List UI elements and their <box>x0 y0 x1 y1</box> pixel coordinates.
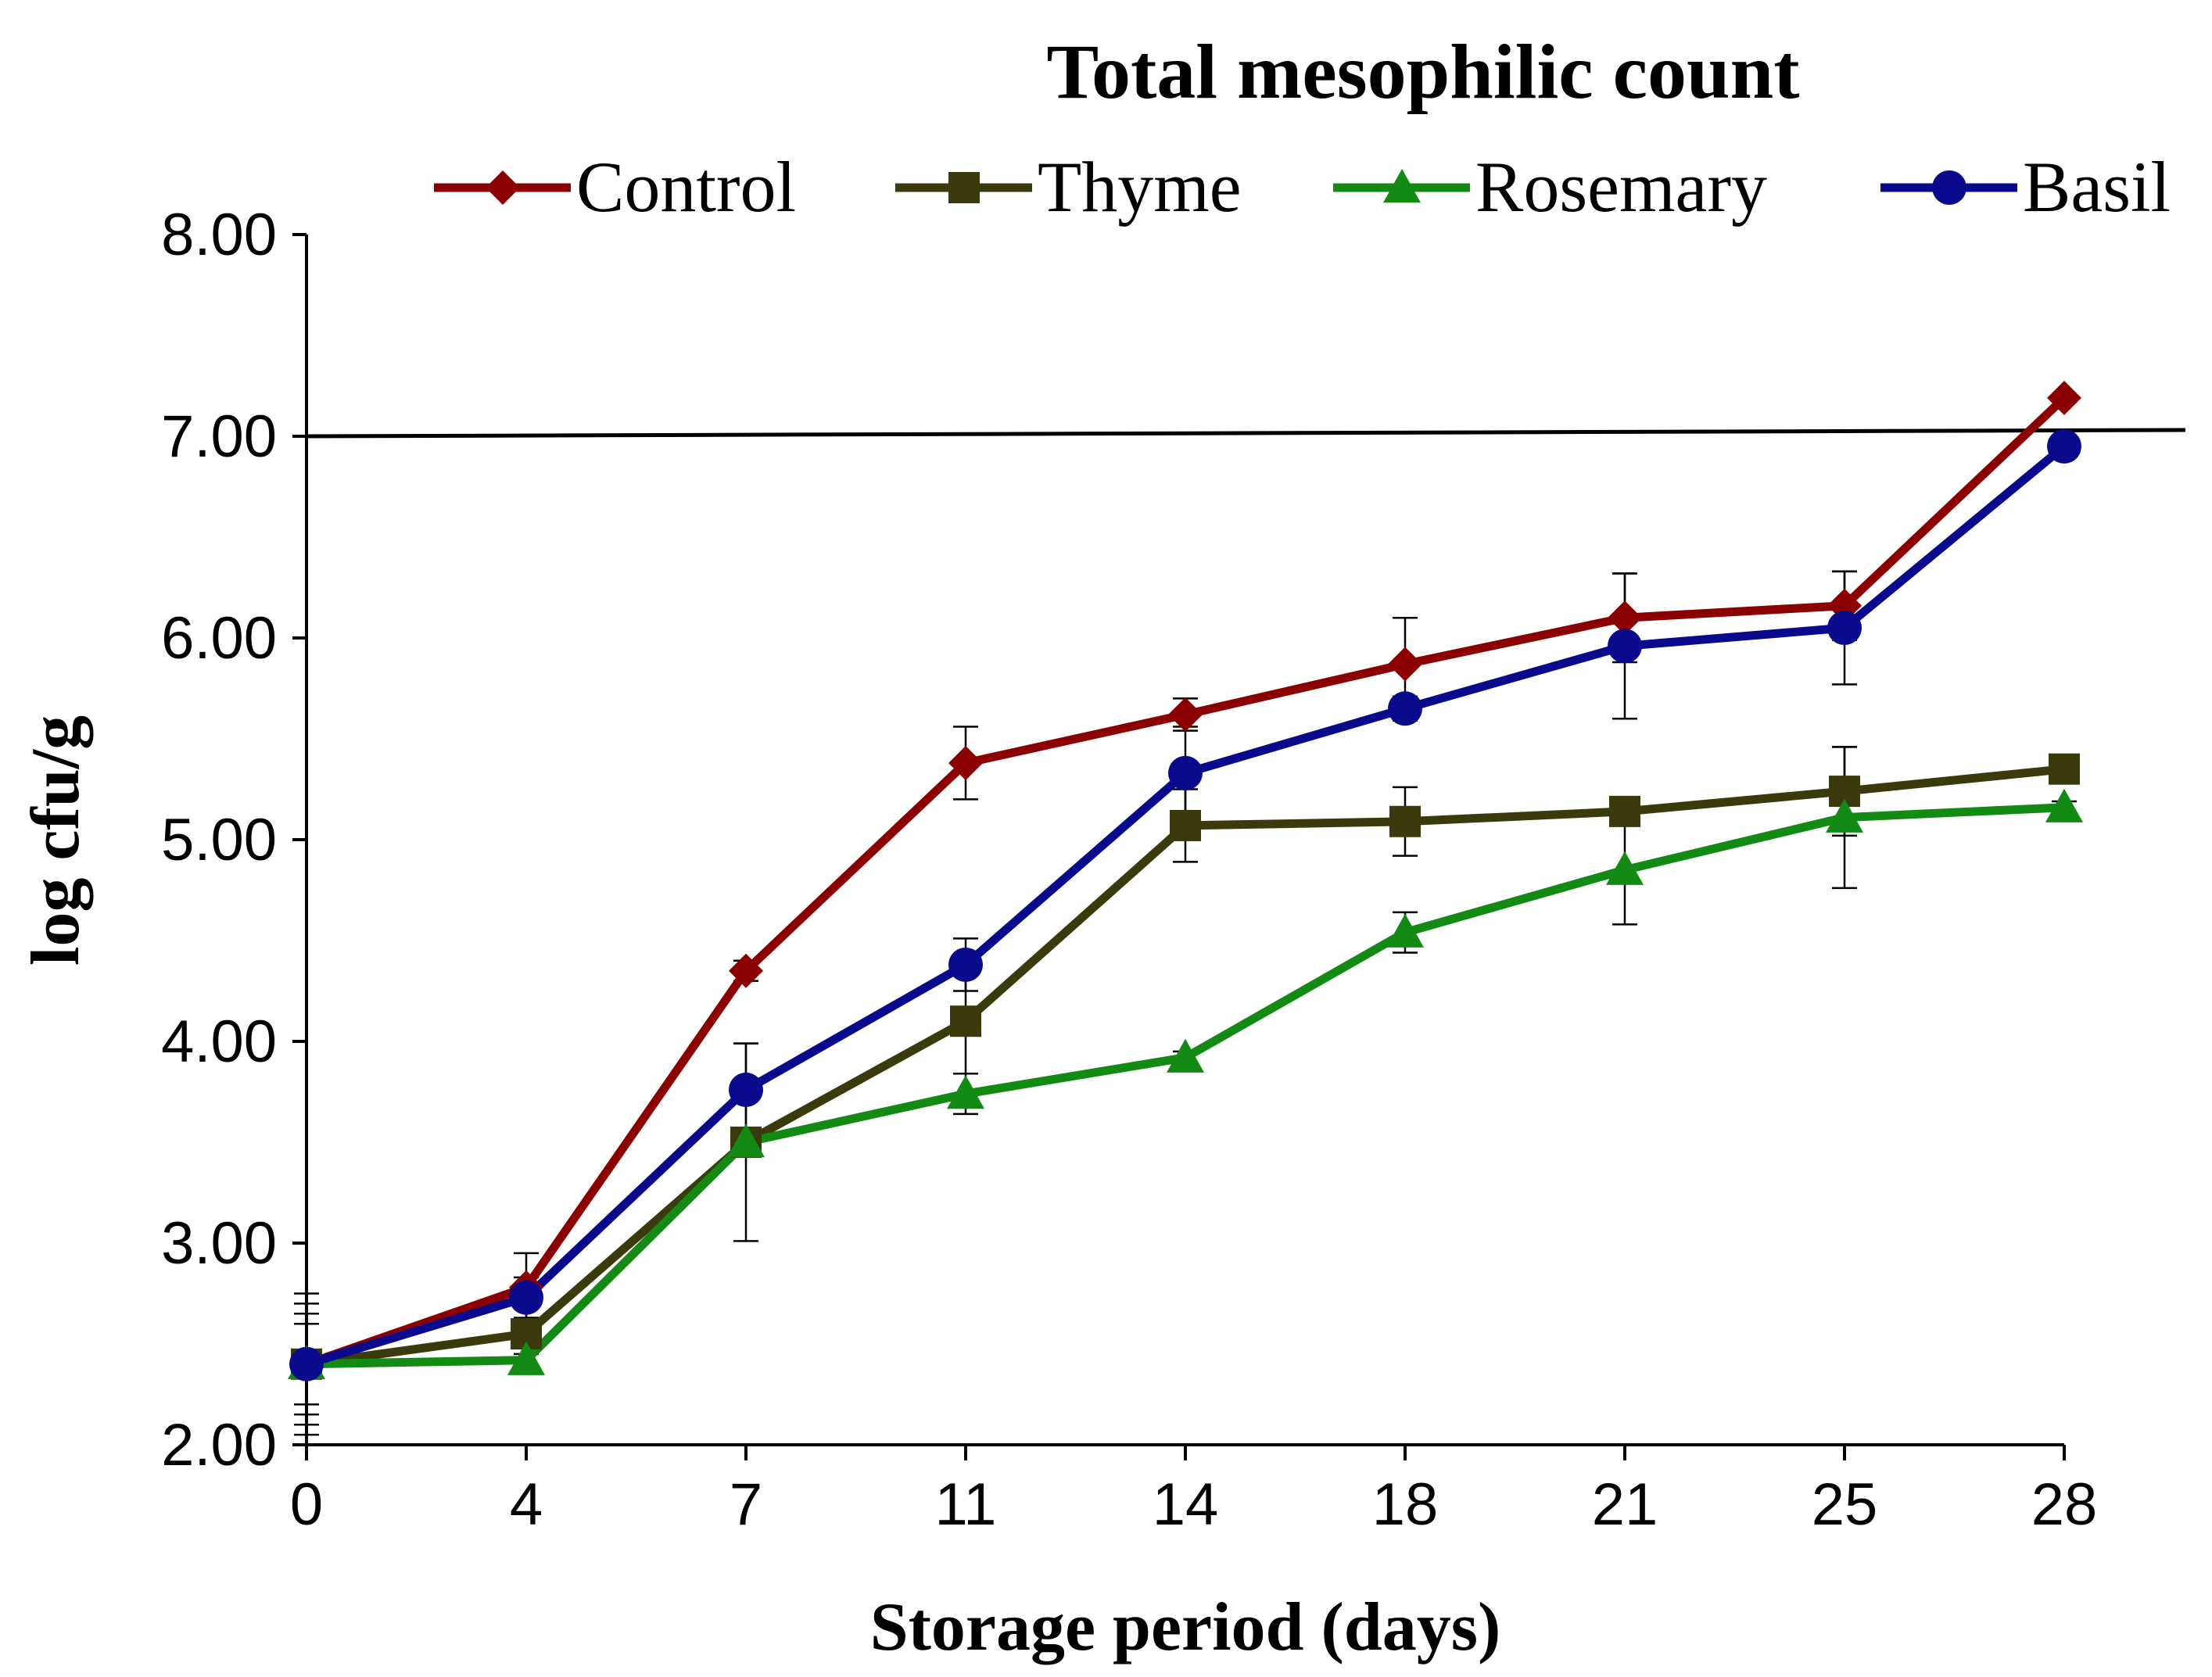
data-point-rosemary <box>947 1075 984 1109</box>
x-tick-label: 7 <box>730 1471 762 1538</box>
legend-marker-thyme <box>948 172 980 203</box>
x-tick-label: 0 <box>290 1471 323 1538</box>
data-point-control <box>2047 380 2081 415</box>
reference-line-group <box>306 428 2186 439</box>
data-point-control <box>729 953 763 988</box>
x-tick-label: 14 <box>1153 1471 1219 1538</box>
y-tick-label: 2.00 <box>161 1412 277 1478</box>
legend-marker-control <box>486 170 520 205</box>
legend-marker-rosemary <box>1383 169 1421 203</box>
legend-label: Rosemary <box>1475 147 1767 227</box>
x-tick-label: 28 <box>2031 1471 2098 1538</box>
data-point-basil <box>1168 755 1203 790</box>
series-lines <box>305 394 2067 1369</box>
data-point-thyme <box>950 1005 981 1037</box>
y-tick-label: 8.00 <box>161 202 277 268</box>
data-point-rosemary <box>727 1123 765 1158</box>
series-line-control <box>305 394 2067 1368</box>
data-point-rosemary <box>1167 1038 1204 1073</box>
data-point-control <box>948 745 983 780</box>
data-point-basil <box>729 1072 763 1107</box>
data-point-basil <box>289 1346 324 1381</box>
data-point-thyme <box>1389 805 1421 837</box>
data-point-rosemary <box>1386 913 1424 948</box>
x-tick-label: 4 <box>510 1471 543 1538</box>
data-point-basil <box>509 1280 543 1315</box>
x-tick-label: 21 <box>1592 1471 1658 1538</box>
data-point-basil <box>2047 428 2081 464</box>
reference-line <box>306 428 2186 439</box>
legend-item-thyme: Thyme <box>895 147 1242 227</box>
data-point-basil <box>1608 629 1642 664</box>
legend-item-control: Control <box>434 147 796 227</box>
data-point-basil <box>1827 611 1862 646</box>
y-tick-label: 6.00 <box>161 605 277 672</box>
data-point-rosemary <box>507 1341 545 1375</box>
data-point-control <box>1608 600 1642 636</box>
series-markers <box>288 380 2083 1381</box>
data-point-thyme <box>2049 753 2080 785</box>
x-tick-label: 25 <box>1812 1471 1878 1538</box>
data-point-control <box>1388 647 1422 682</box>
legend-item-basil: Basil <box>1880 147 2171 227</box>
data-point-rosemary <box>1606 851 1644 885</box>
data-point-rosemary <box>1826 798 1863 833</box>
y-axis-label: log cfu/g <box>18 715 94 966</box>
data-point-rosemary <box>2045 788 2083 822</box>
data-point-control <box>1168 697 1203 733</box>
legend: Control Thyme Rosemary Basil <box>434 147 2171 227</box>
y-tick-label: 5.00 <box>161 807 277 873</box>
y-tick-label: 4.00 <box>161 1009 277 1075</box>
legend-item-rosemary: Rosemary <box>1333 147 1767 227</box>
x-tick-label: 11 <box>935 1471 997 1538</box>
legend-label: Basil <box>2023 147 2171 227</box>
series-line-rosemary <box>306 803 2065 1369</box>
x-tick-label: 18 <box>1372 1471 1439 1538</box>
x-axis-label: Storage period (days) <box>870 1589 1501 1665</box>
data-point-thyme <box>1609 795 1640 827</box>
x-ticks: 0 4 7 11 14 18 21 25 28 <box>290 1445 2097 1538</box>
data-point-basil <box>948 947 983 982</box>
y-ticks: 2.00 3.00 4.00 5.00 6.00 7.00 8.00 <box>161 202 307 1478</box>
data-point-basil <box>1388 691 1422 726</box>
legend-marker-basil <box>1932 170 1966 205</box>
legend-label: Control <box>576 147 796 227</box>
y-tick-label: 3.00 <box>161 1210 277 1277</box>
y-tick-label: 7.00 <box>161 403 277 470</box>
error-bars <box>294 392 2077 1436</box>
chart-title: Total mesophilic count <box>1046 28 1799 115</box>
legend-label: Thyme <box>1038 147 1242 227</box>
data-point-thyme <box>1170 809 1201 841</box>
